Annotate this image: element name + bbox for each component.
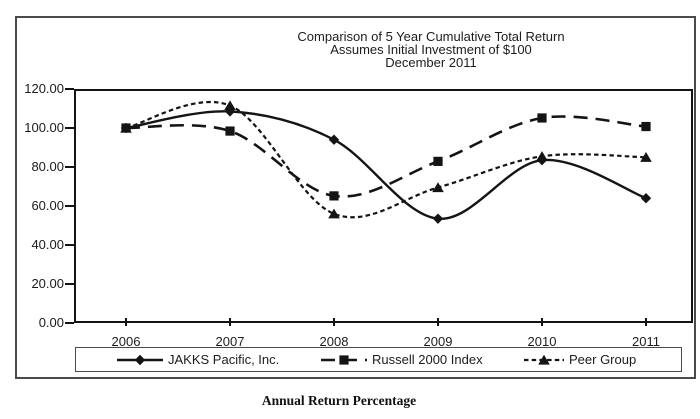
legend-label: Peer Group: [569, 352, 637, 367]
series-marker-russell-2000-index: [329, 191, 339, 201]
series-marker-russell-2000-index: [537, 113, 547, 123]
plot-area: [74, 89, 693, 323]
series-marker-jakks-pacific-inc: [224, 106, 236, 117]
series-marker-jakks-pacific-inc: [640, 193, 652, 204]
series-marker-russell-2000-index: [641, 121, 651, 132]
x-axis-label: 2009: [423, 334, 453, 349]
x-axis-label: 2007: [215, 334, 245, 349]
series-marker-jakks-pacific-inc: [432, 213, 444, 224]
series-marker-russell-2000-index: [225, 126, 235, 136]
series-marker-peer-group: [328, 208, 340, 219]
series-marker-jakks-pacific-inc: [536, 154, 548, 166]
legend-entry-russell-2000-index: Russell 2000 Index: [321, 347, 483, 372]
y-axis-label: 40.00: [31, 237, 64, 252]
legend-sample-square-line: [321, 354, 367, 365]
x-axis-label: 2008: [319, 334, 349, 349]
chart-frame: [15, 16, 696, 379]
x-axis-tick: [229, 318, 231, 326]
y-axis-label: 0.00: [38, 315, 64, 330]
plot-border: [74, 89, 693, 323]
series-marker-peer-group: [432, 182, 444, 193]
chart-title-line-3: December 2011: [385, 54, 477, 70]
x-axis-tick: [333, 318, 335, 326]
y-axis-tick: [65, 244, 74, 246]
x-axis-tick: [645, 318, 647, 326]
triangle-icon: [538, 354, 550, 365]
series-line-peer-group: [125, 100, 647, 219]
y-axis-tick: [65, 322, 74, 324]
series-marker-peer-group: [224, 100, 236, 111]
chart-title-line-1: Comparison of 5 Year Cumulative Total Re…: [297, 29, 565, 44]
y-axis-tick: [65, 127, 74, 129]
legend-entry-jakks-pacific-inc: JAKKS Pacific, Inc.: [117, 347, 279, 372]
legend-sample-diamond-line: [117, 354, 163, 365]
series-line-jakks-pacific-inc: [125, 110, 647, 220]
y-axis-label: 60.00: [31, 198, 64, 213]
y-axis-label: 120.00: [24, 81, 64, 96]
series-marker-peer-group: [640, 152, 652, 162]
square-icon: [339, 354, 349, 365]
plot-canvas: [74, 89, 693, 323]
y-axis-tick: [65, 205, 74, 207]
legend-label: JAKKS Pacific, Inc.: [168, 352, 280, 367]
x-axis-label: 2011: [632, 334, 660, 349]
y-axis-label: 20.00: [31, 276, 64, 291]
chart-caption: Annual Return Percentage: [261, 393, 417, 408]
diamond-icon: [134, 354, 146, 365]
y-axis-label: 80.00: [31, 159, 64, 174]
chart-title-line-2: Assumes Initial Investment of $100: [330, 41, 532, 57]
legend-sample-triangle-line: [524, 354, 564, 365]
x-axis-label: 2006: [111, 334, 141, 349]
y-axis-tick: [65, 166, 74, 168]
x-axis-tick: [437, 318, 439, 326]
series-marker-jakks-pacific-inc: [328, 134, 340, 145]
legend-entry-peer-group: Peer Group: [524, 347, 636, 372]
x-axis-tick: [125, 318, 127, 326]
y-axis-label: 100.00: [24, 120, 64, 135]
x-axis-tick: [541, 318, 543, 326]
series-marker-russell-2000-index: [433, 156, 443, 166]
chart-title: Comparison of 5 Year Cumulative Total Re…: [181, 29, 681, 70]
y-axis-tick: [65, 283, 74, 285]
legend-box: [75, 347, 682, 372]
legend-label: Russell 2000 Index: [372, 352, 483, 367]
y-axis-tick: [65, 88, 74, 90]
series-line-russell-2000-index: [125, 115, 647, 198]
x-axis-label: 2010: [527, 334, 557, 349]
